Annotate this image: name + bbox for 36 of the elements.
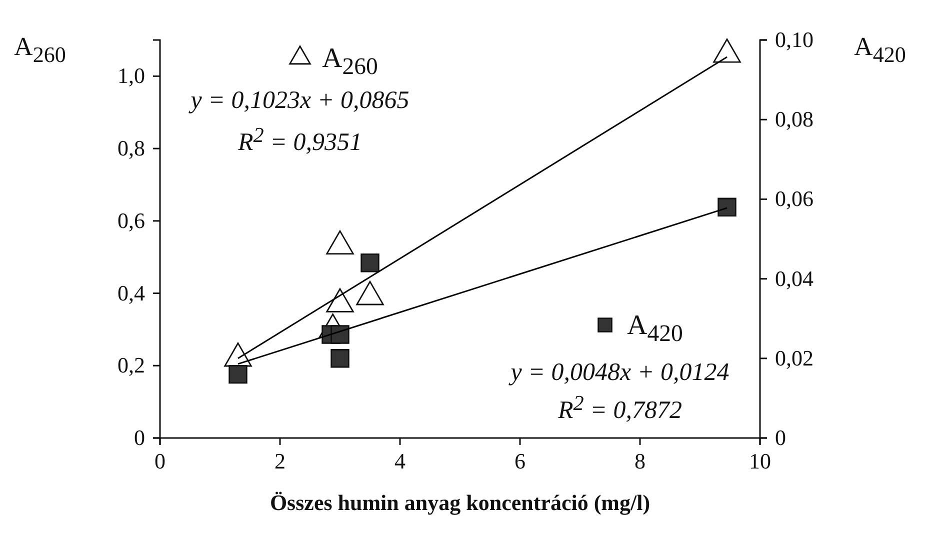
legend-label: A$_{260}$ [322,43,378,80]
point [718,198,736,217]
point [326,288,354,312]
x-tick-label: 0 [154,448,166,474]
x-tick-label: 8 [634,448,646,474]
y-tick-label: 0,8 [118,136,145,161]
y2-tick-label: 0,06 [775,186,814,212]
y2-tick-label: 0,02 [775,345,814,370]
legend-label: A$_{420}$ [627,310,683,348]
x-axis-title: Összes humin anyag koncentráció (mg/l) [270,490,650,515]
point [330,325,350,344]
annotation: y = 0,1023x + 0,0865 [188,87,410,114]
y2-axis-title: A$_{420}$ [854,32,906,67]
y-axis-title: A$_{260}$ [14,32,66,67]
annotation: R$^{2}$ = 0,7872 [556,390,682,424]
point [713,38,741,63]
y2-tick-label: 0 [775,425,786,450]
y2-tick-label: 0,08 [775,106,814,132]
annotation: y = 0,0048x + 0,0124 [508,359,730,386]
y-tick-label: 0 [134,425,145,450]
x-tick-label: 6 [514,448,526,474]
y-tick-label: 0,6 [118,208,145,233]
point [330,349,350,368]
x-tick-label: 10 [749,448,771,474]
point [356,280,384,306]
x-tick-label: 2 [274,448,286,474]
y-tick-label: 1,0 [118,63,145,88]
y-tick-label: 0,4 [118,280,145,306]
annotation: R$^{2}$ = 0,9351 [236,122,362,156]
y-tick-label: 0,2 [118,352,145,378]
point [326,230,354,255]
y2-tick-label: 0,10 [775,27,814,52]
x-tick-label: 4 [394,448,406,474]
y2-tick-label: 0,04 [775,266,814,291]
point [360,254,380,272]
point [228,364,248,384]
